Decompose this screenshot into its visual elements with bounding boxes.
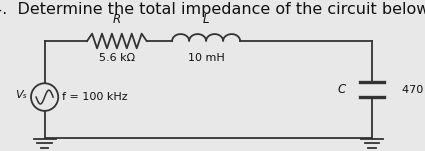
Text: L: L xyxy=(203,13,210,26)
Text: 5.6 kΩ: 5.6 kΩ xyxy=(99,53,135,63)
Text: f = 100 kHz: f = 100 kHz xyxy=(62,92,128,102)
Text: 10 mH: 10 mH xyxy=(188,53,224,63)
Text: R: R xyxy=(113,13,121,26)
Text: 470 pF: 470 pF xyxy=(402,85,425,95)
Text: Vₛ: Vₛ xyxy=(15,90,27,100)
Text: 4.  Determine the total impedance of the circuit below.: 4. Determine the total impedance of the … xyxy=(0,2,425,17)
Text: C: C xyxy=(337,83,346,96)
